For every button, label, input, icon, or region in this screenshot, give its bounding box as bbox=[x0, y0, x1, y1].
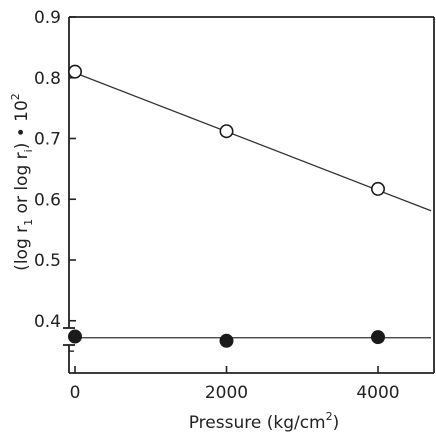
data-points bbox=[68, 64, 385, 348]
x-axis-title: Pressure (kg/cm2) bbox=[189, 410, 340, 433]
open-circle-point bbox=[370, 181, 385, 196]
filled-circle-point bbox=[68, 329, 83, 344]
x-axis-title-superscript: 2 bbox=[326, 410, 333, 423]
x-tick-label: 2000 bbox=[205, 383, 248, 403]
open-circle-point bbox=[68, 64, 83, 79]
axis-ticks bbox=[69, 16, 379, 373]
y-tick-label: 0.4 bbox=[34, 312, 61, 332]
filled-circle-point bbox=[370, 330, 385, 345]
y-axis-title: (log r1 or log ri) • 102 bbox=[9, 93, 35, 271]
y-tick-label: 0.7 bbox=[34, 130, 61, 150]
y-tick-label: 0.5 bbox=[34, 251, 61, 271]
filled-circle-point bbox=[219, 333, 234, 348]
y-tick-label: 0.9 bbox=[34, 8, 61, 28]
tick-labels: 0.4 0.5 0.6 0.7 0.8 0.9 0 2000 4000 bbox=[34, 8, 400, 403]
x-tick-label: 4000 bbox=[356, 383, 399, 403]
fit-lines bbox=[74, 72, 432, 339]
y-tick-label: 0.8 bbox=[34, 69, 61, 89]
y-tick-label: 0.6 bbox=[34, 190, 61, 210]
x-tick-label: 0 bbox=[70, 383, 81, 403]
open-circle-point bbox=[219, 124, 234, 139]
